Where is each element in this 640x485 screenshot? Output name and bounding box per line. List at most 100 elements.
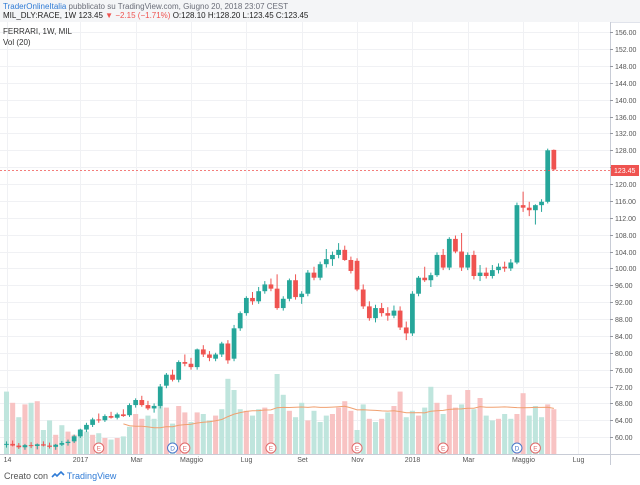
- volume-bar: [372, 422, 379, 454]
- volume-bar: [219, 409, 225, 454]
- candle-body: [77, 429, 83, 437]
- dividend-marker[interactable]: D: [167, 442, 179, 454]
- candle: [28, 442, 34, 449]
- candle-body: [268, 284, 274, 289]
- series-legend: FERRARI, 1W, MIL: [3, 27, 72, 36]
- event-marker-label: E: [355, 446, 360, 453]
- candle-body: [120, 414, 126, 417]
- price-tick-label: 152.00: [615, 47, 637, 54]
- candle: [354, 258, 360, 292]
- volume-bar: [280, 394, 286, 454]
- volume-bar: [385, 412, 391, 454]
- candle-body: [41, 444, 46, 446]
- candle: [157, 383, 163, 409]
- candle-body: [219, 343, 225, 355]
- volume-bar: [329, 414, 335, 454]
- volume-bar: [83, 431, 89, 454]
- candle-body: [323, 259, 329, 265]
- price-tick-label: 96.00: [615, 283, 633, 290]
- price-chart[interactable]: 60.00 64.00 68.00 72.00 76.00 80.00 84.00 88.00…: [0, 22, 640, 465]
- candle: [34, 443, 40, 450]
- volume-bar: [286, 410, 292, 454]
- volume-bar: [59, 425, 65, 454]
- candle: [410, 291, 415, 336]
- event-marker-circle: [265, 442, 277, 454]
- candle-body: [231, 328, 237, 359]
- event-marker-label: E: [269, 446, 274, 453]
- candle-body: [410, 293, 415, 334]
- candle: [22, 443, 28, 450]
- price-tick-label: 144.00: [615, 81, 637, 88]
- volume-bar: [403, 417, 409, 454]
- candle-body: [274, 288, 280, 309]
- candle: [207, 351, 212, 362]
- earnings-marker[interactable]: E: [351, 442, 363, 454]
- candle: [164, 373, 169, 389]
- volume-bar: [397, 391, 403, 454]
- event-marker-circle: [351, 442, 363, 454]
- candle-body: [16, 445, 22, 448]
- candle: [551, 149, 557, 171]
- volume-bar: [194, 412, 200, 454]
- volume-bar: [293, 417, 299, 454]
- price-tick-label: 136.00: [615, 115, 637, 122]
- earnings-marker[interactable]: E: [437, 442, 449, 454]
- volume-bar: [305, 420, 311, 454]
- candle: [416, 276, 421, 297]
- change-text: −2.15 (−1.71%): [115, 11, 171, 20]
- candle-body: [385, 313, 391, 316]
- price-axis[interactable]: 60.00 64.00 68.00 72.00 76.00 80.00 84.00 88.00…: [610, 30, 637, 442]
- candle: [280, 296, 286, 311]
- event-marker-label: E: [97, 446, 102, 453]
- event-marker-label: D: [515, 446, 520, 453]
- candle: [533, 204, 538, 225]
- candle: [96, 413, 102, 423]
- price-tick-label: 132.00: [615, 131, 637, 138]
- candle: [453, 235, 458, 254]
- grid: [0, 22, 610, 454]
- volume-bar: [120, 436, 126, 454]
- earnings-marker[interactable]: E: [93, 442, 105, 454]
- tradingview-link[interactable]: TradingView: [66, 471, 117, 481]
- candle-body: [477, 272, 483, 277]
- candle: [373, 304, 378, 323]
- volume-bar: [471, 409, 477, 454]
- candle: [526, 201, 532, 217]
- time-tick-label: Set: [297, 457, 308, 464]
- last-price-label: 123.45: [611, 165, 639, 176]
- candle: [102, 414, 108, 422]
- volume-bar: [114, 438, 120, 454]
- earnings-marker[interactable]: E: [179, 442, 191, 454]
- candle-body: [237, 313, 243, 329]
- earnings-marker[interactable]: E: [529, 442, 541, 454]
- created-with-text: Creato con: [4, 471, 49, 481]
- candle-body: [59, 443, 65, 445]
- volume-bar: [551, 409, 557, 454]
- earnings-marker[interactable]: E: [265, 442, 277, 454]
- volume-bars: [3, 374, 557, 454]
- dividend-marker[interactable]: D: [511, 442, 523, 454]
- volume-bar: [71, 434, 77, 454]
- candle: [539, 199, 544, 212]
- candle-body: [416, 277, 421, 294]
- candle: [305, 270, 311, 297]
- time-tick-label: Nov: [351, 457, 364, 464]
- volume-bar: [16, 417, 22, 454]
- volume-bar: [102, 438, 108, 454]
- candle: [188, 357, 194, 370]
- candle-body: [428, 275, 434, 281]
- tradingview-logo-icon: [50, 470, 67, 481]
- candle-body: [225, 343, 231, 361]
- volume-bar: [508, 418, 514, 454]
- time-axis[interactable]: 14 2017 Mar Maggio Lug Set Nov 2018 Mar Maggio Lug: [4, 457, 585, 464]
- candle: [53, 443, 59, 450]
- author-link[interactable]: TraderOnlineItalia: [3, 2, 67, 11]
- candle: [4, 441, 9, 448]
- volume-bar: [182, 412, 188, 454]
- candle-body: [311, 272, 317, 278]
- volume-legend: Vol (20): [3, 38, 31, 47]
- volume-bar: [440, 414, 446, 454]
- candle: [170, 369, 175, 382]
- price-tick-label: 104.00: [615, 250, 637, 257]
